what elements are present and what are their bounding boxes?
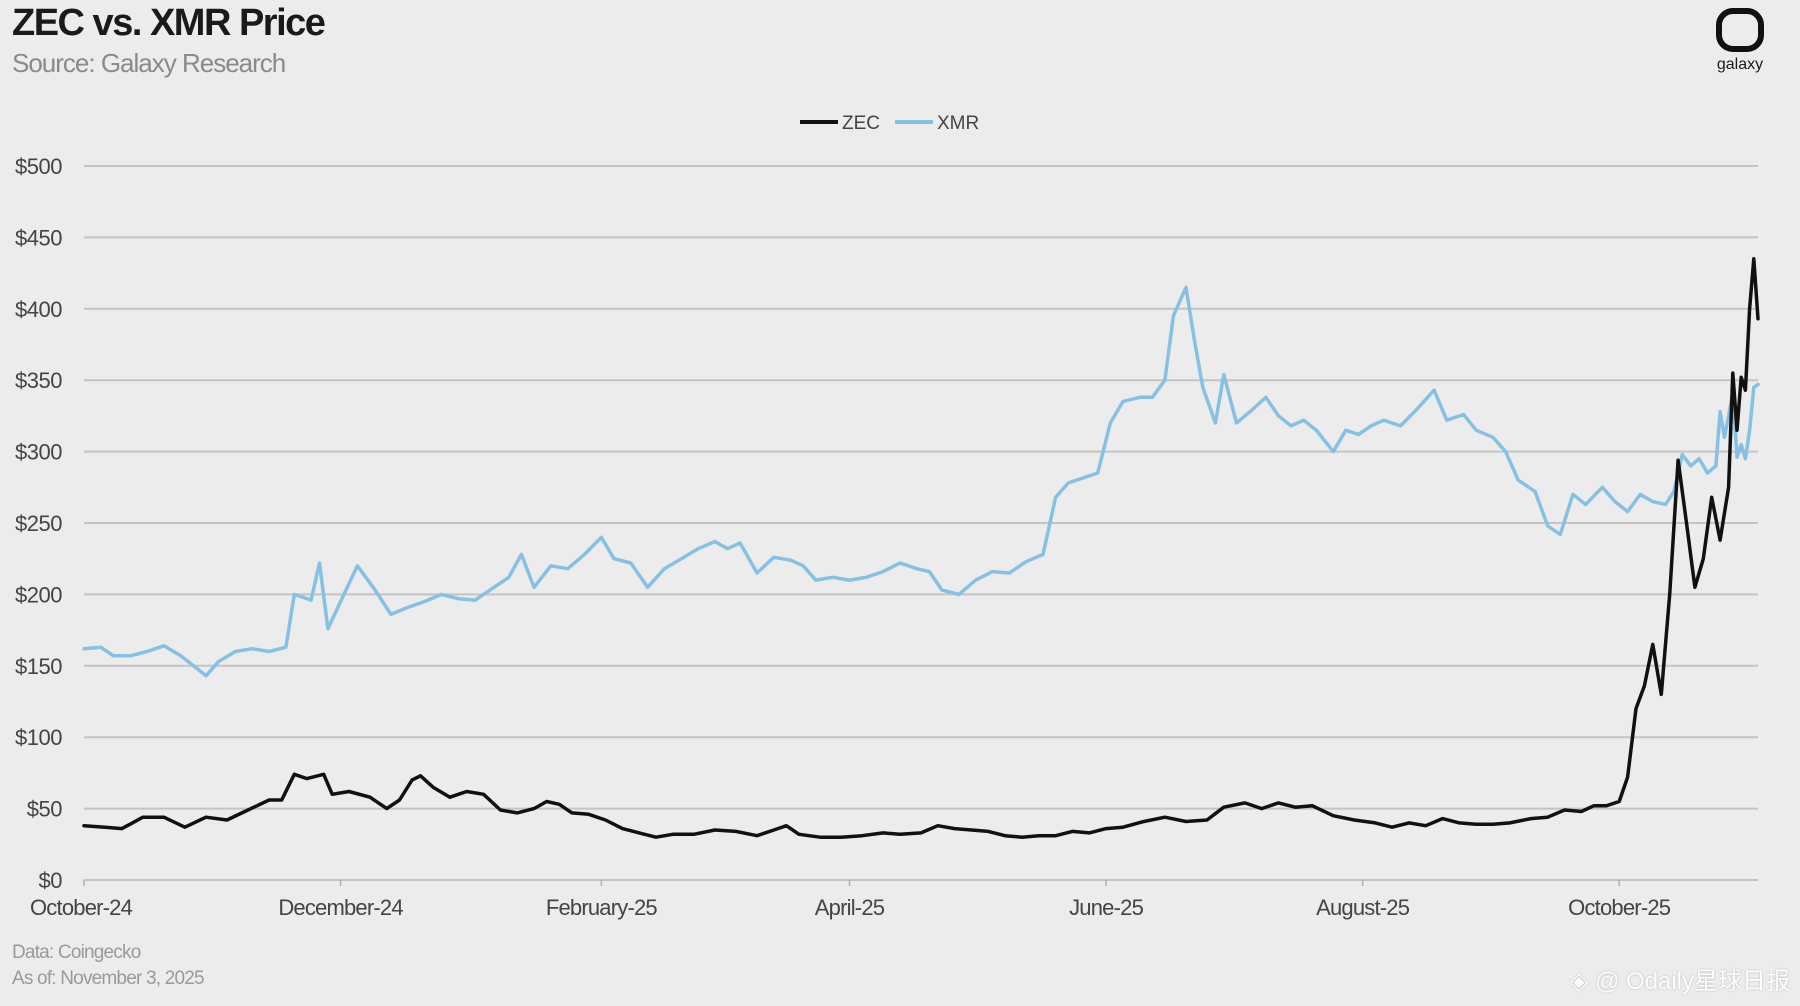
y-tick-label: $500	[15, 154, 62, 179]
logo-label: galaxy	[1716, 56, 1764, 73]
watermark-text: @ Odaily星球日报	[1594, 968, 1790, 995]
gridlines	[84, 165, 1758, 881]
legend-label-zec: ZEC	[842, 113, 880, 134]
series-line-zec	[82, 257, 1760, 839]
legend-label-xmr: XMR	[937, 113, 979, 134]
legend: ZEC XMR	[800, 113, 979, 134]
x-tick-label: February-25	[546, 895, 658, 920]
chart-title: ZEC vs. XMR Price	[12, 2, 326, 44]
series-line-xmr	[82, 285, 1760, 678]
y-tick-label: $200	[15, 582, 62, 607]
data-source-note: Data: Coingecko	[12, 942, 141, 963]
x-tick-label: June-25	[1069, 895, 1143, 920]
y-tick-label: $250	[15, 511, 62, 536]
series-lines	[82, 257, 1760, 839]
x-tick-label: April-25	[815, 895, 885, 920]
x-tick-label: December-24	[278, 895, 403, 920]
y-tick-label: $100	[15, 725, 62, 750]
chart-subtitle: Source: Galaxy Research	[12, 48, 286, 78]
x-tick-label: October-25	[1568, 895, 1671, 920]
y-tick-label: $450	[15, 225, 62, 250]
galaxy-logo: galaxy	[1708, 6, 1772, 74]
y-tick-label: $400	[15, 297, 62, 322]
watermark: ◈ @ Odaily星球日报	[1570, 961, 1790, 996]
y-tick-label: $350	[15, 368, 62, 393]
x-tick-label: October-24	[30, 895, 133, 920]
x-tick-label: August-25	[1316, 895, 1410, 920]
galaxy-logo-icon	[1716, 8, 1764, 52]
as-of-note: As of: November 3, 2025	[12, 968, 205, 989]
y-tick-label: $300	[15, 440, 62, 465]
y-tick-label: $0	[39, 868, 63, 893]
diamond-icon: ◈	[1569, 968, 1589, 995]
y-tick-label: $150	[15, 654, 62, 679]
y-tick-label: $50	[27, 797, 62, 822]
y-axis-ticks: $0 $50 $100 $150 $200 $250 $300 $350 $400 $450 $50…	[15, 154, 63, 893]
x-axis-ticks: October-24 December-24 February-25 April-25…	[30, 880, 1672, 920]
